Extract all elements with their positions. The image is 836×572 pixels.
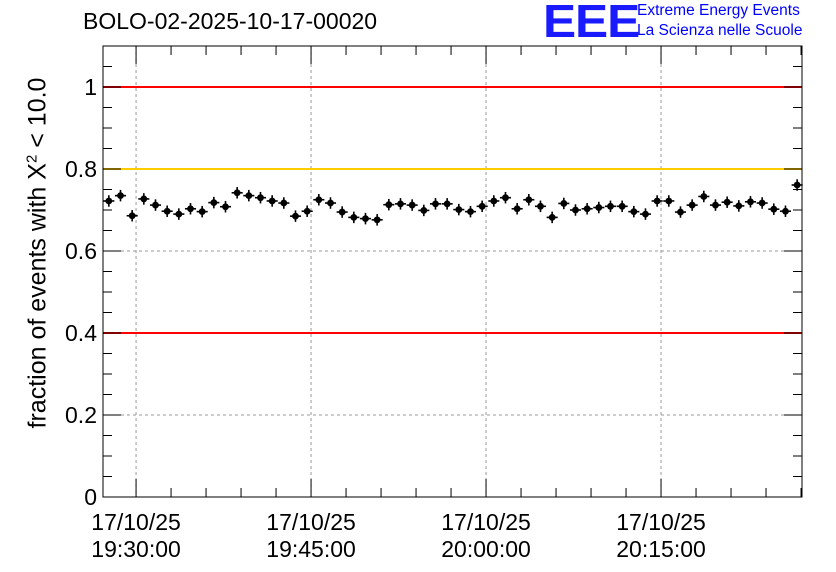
data-point bbox=[723, 198, 731, 206]
x-tick-label-time: 19:45:00 bbox=[266, 536, 356, 562]
data-point bbox=[455, 206, 463, 213]
data-point bbox=[362, 215, 369, 223]
data-point bbox=[560, 200, 568, 207]
data-point bbox=[105, 197, 113, 205]
data-point bbox=[140, 195, 148, 203]
y-tick-label: 0.8 bbox=[65, 156, 97, 182]
data-point bbox=[793, 181, 801, 189]
chart-title: BOLO-02-2025-10-17-00020 bbox=[83, 8, 378, 34]
data-point bbox=[642, 210, 649, 218]
data-point bbox=[175, 210, 183, 218]
data-point bbox=[420, 207, 428, 214]
data-point bbox=[315, 196, 323, 204]
data-point bbox=[443, 200, 451, 208]
data-point bbox=[397, 200, 404, 208]
data-point bbox=[152, 201, 159, 209]
data-point bbox=[700, 193, 708, 200]
data-point bbox=[712, 201, 719, 209]
data-point bbox=[618, 202, 626, 210]
data-point bbox=[268, 197, 276, 205]
data-point bbox=[677, 208, 684, 216]
x-tick-label-time: 20:15:00 bbox=[616, 536, 706, 562]
logo-text-line1: Extreme Energy Events bbox=[637, 2, 800, 19]
data-point bbox=[222, 203, 229, 211]
data-point bbox=[583, 205, 591, 213]
y-tick-label: 0.6 bbox=[65, 238, 97, 264]
data-point bbox=[338, 208, 346, 216]
data-point bbox=[163, 207, 171, 215]
data-point bbox=[502, 194, 509, 202]
data-point bbox=[280, 199, 288, 207]
x-tick-label-date: 17/10/25 bbox=[266, 509, 356, 535]
data-point bbox=[117, 192, 124, 200]
data-point bbox=[327, 199, 334, 207]
plot-frame bbox=[102, 45, 803, 498]
data-point bbox=[128, 212, 136, 220]
data-point bbox=[467, 208, 474, 216]
eee-logo: EEE Extreme Energy Events La Scienza nel… bbox=[543, 0, 833, 46]
y-tick-label: 0 bbox=[84, 484, 97, 510]
data-point bbox=[303, 207, 311, 215]
tick-labels: 00.20.40.60.8117/10/2519:30:0017/10/2519… bbox=[65, 74, 706, 562]
data-point bbox=[665, 197, 673, 205]
logo-text-line2: La Scienza nelle Scuole bbox=[637, 22, 803, 39]
x-tick-label-time: 20:00:00 bbox=[441, 536, 531, 562]
y-tick-label: 0.4 bbox=[65, 320, 97, 346]
data-point bbox=[653, 197, 661, 205]
data-point bbox=[245, 192, 253, 200]
x-tick-label-date: 17/10/25 bbox=[91, 509, 181, 535]
data-point bbox=[257, 194, 264, 202]
x-tick-label-time: 19:30:00 bbox=[91, 536, 181, 562]
data-point bbox=[525, 196, 533, 204]
data-point bbox=[688, 201, 696, 209]
data-point bbox=[350, 213, 358, 221]
data-point bbox=[210, 199, 218, 207]
data-point bbox=[758, 199, 766, 207]
data-point bbox=[537, 202, 544, 210]
data-point bbox=[572, 206, 579, 214]
data-point bbox=[770, 205, 778, 213]
plot-border bbox=[102, 45, 803, 498]
data-point bbox=[607, 202, 614, 210]
data-point bbox=[747, 198, 754, 206]
reference-lines bbox=[103, 86, 802, 334]
eee-logo-mark: EEE bbox=[543, 0, 640, 47]
data-point bbox=[478, 202, 486, 210]
x-tick-label-date: 17/10/25 bbox=[616, 509, 706, 535]
data-point bbox=[385, 201, 393, 209]
data-point bbox=[630, 208, 638, 216]
data-point bbox=[373, 216, 381, 224]
data-points bbox=[103, 179, 803, 226]
data-point bbox=[490, 197, 498, 205]
data-point bbox=[782, 207, 789, 215]
data-point bbox=[513, 205, 521, 213]
x-tick-label-date: 17/10/25 bbox=[441, 509, 531, 535]
data-point bbox=[548, 213, 556, 221]
y-tick-label: 0.2 bbox=[65, 402, 97, 428]
y-tick-label: 1 bbox=[84, 74, 97, 100]
data-point bbox=[432, 200, 439, 208]
data-point bbox=[292, 212, 299, 220]
data-point bbox=[187, 205, 194, 213]
data-point bbox=[198, 208, 206, 216]
grid bbox=[103, 46, 802, 497]
axis-ticks bbox=[103, 45, 802, 498]
data-point bbox=[735, 202, 743, 210]
data-point bbox=[408, 201, 416, 209]
data-point bbox=[233, 189, 241, 197]
data-point bbox=[595, 204, 603, 211]
